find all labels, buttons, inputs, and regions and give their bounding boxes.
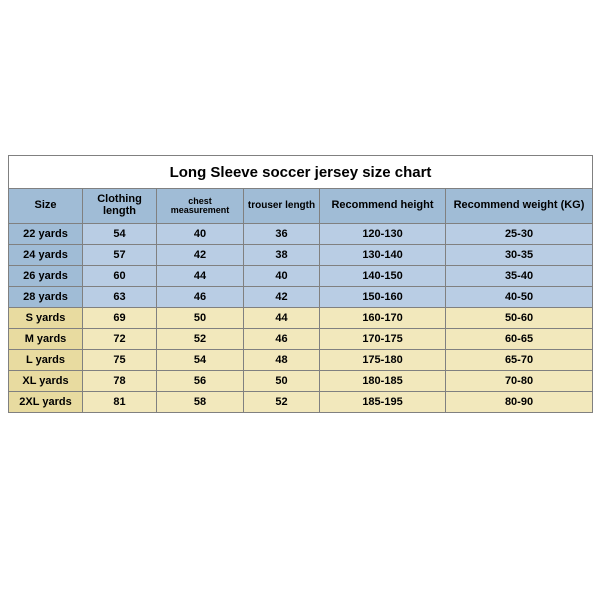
row-size-label: L yards <box>9 350 83 371</box>
row-value: 130-140 <box>320 245 446 266</box>
row-value: 185-195 <box>320 392 446 413</box>
row-value: 58 <box>157 392 244 413</box>
row-value: 44 <box>157 266 244 287</box>
row-value: 36 <box>244 224 320 245</box>
column-header: trouser length <box>244 189 320 224</box>
row-value: 52 <box>157 329 244 350</box>
row-size-label: 22 yards <box>9 224 83 245</box>
title-row: Long Sleeve soccer jersey size chart <box>9 156 593 189</box>
row-value: 63 <box>83 287 157 308</box>
row-size-label: 28 yards <box>9 287 83 308</box>
row-value: 50-60 <box>446 308 593 329</box>
table-row: 2XL yards815852185-19580-90 <box>9 392 593 413</box>
row-value: 30-35 <box>446 245 593 266</box>
row-value: 180-185 <box>320 371 446 392</box>
row-size-label: 2XL yards <box>9 392 83 413</box>
row-value: 46 <box>244 329 320 350</box>
row-value: 78 <box>83 371 157 392</box>
row-value: 81 <box>83 392 157 413</box>
table-row: L yards755448175-18065-70 <box>9 350 593 371</box>
column-header-label: chest measurement <box>157 196 243 217</box>
row-value: 75 <box>83 350 157 371</box>
row-value: 65-70 <box>446 350 593 371</box>
column-header: Recommend weight (KG) <box>446 189 593 224</box>
table-body: 22 yards544036120-13025-3024 yards574238… <box>9 224 593 413</box>
row-value: 42 <box>157 245 244 266</box>
table-row: XL yards785650180-18570-80 <box>9 371 593 392</box>
row-value: 80-90 <box>446 392 593 413</box>
row-value: 54 <box>157 350 244 371</box>
row-value: 160-170 <box>320 308 446 329</box>
row-size-label: M yards <box>9 329 83 350</box>
row-size-label: 24 yards <box>9 245 83 266</box>
row-value: 70-80 <box>446 371 593 392</box>
column-header: Recommend height <box>320 189 446 224</box>
table-row: 24 yards574238130-14030-35 <box>9 245 593 266</box>
row-value: 40 <box>244 266 320 287</box>
row-value: 54 <box>83 224 157 245</box>
size-chart-table: Long Sleeve soccer jersey size chart Siz… <box>8 155 593 413</box>
row-value: 40 <box>157 224 244 245</box>
table-row: 26 yards604440140-15035-40 <box>9 266 593 287</box>
row-value: 48 <box>244 350 320 371</box>
table-row: S yards695044160-17050-60 <box>9 308 593 329</box>
table-row: M yards725246170-17560-65 <box>9 329 593 350</box>
row-value: 170-175 <box>320 329 446 350</box>
column-header-label: Clothing length <box>83 193 156 218</box>
row-value: 46 <box>157 287 244 308</box>
row-value: 52 <box>244 392 320 413</box>
table-row: 28 yards634642150-16040-50 <box>9 287 593 308</box>
row-value: 175-180 <box>320 350 446 371</box>
column-header: Size <box>9 189 83 224</box>
column-header-label: Recommend weight (KG) <box>446 199 592 213</box>
row-size-label: XL yards <box>9 371 83 392</box>
row-value: 44 <box>244 308 320 329</box>
row-value: 60 <box>83 266 157 287</box>
row-value: 140-150 <box>320 266 446 287</box>
row-value: 60-65 <box>446 329 593 350</box>
row-value: 69 <box>83 308 157 329</box>
table-head: Long Sleeve soccer jersey size chart Siz… <box>9 156 593 224</box>
row-value: 50 <box>157 308 244 329</box>
column-header: Clothing length <box>83 189 157 224</box>
row-value: 38 <box>244 245 320 266</box>
column-header-label: Size <box>9 199 82 213</box>
row-value: 150-160 <box>320 287 446 308</box>
size-chart-container: Long Sleeve soccer jersey size chart Siz… <box>0 0 600 600</box>
row-value: 40-50 <box>446 287 593 308</box>
row-value: 72 <box>83 329 157 350</box>
column-header-label: Recommend height <box>320 199 445 213</box>
table-title: Long Sleeve soccer jersey size chart <box>9 156 593 189</box>
row-value: 42 <box>244 287 320 308</box>
row-value: 25-30 <box>446 224 593 245</box>
header-row: SizeClothing lengthchest measurementtrou… <box>9 189 593 224</box>
row-value: 35-40 <box>446 266 593 287</box>
row-value: 120-130 <box>320 224 446 245</box>
column-header: chest measurement <box>157 189 244 224</box>
row-size-label: 26 yards <box>9 266 83 287</box>
row-size-label: S yards <box>9 308 83 329</box>
row-value: 56 <box>157 371 244 392</box>
table-wrapper: Long Sleeve soccer jersey size chart Siz… <box>8 155 592 413</box>
row-value: 50 <box>244 371 320 392</box>
row-value: 57 <box>83 245 157 266</box>
table-row: 22 yards544036120-13025-30 <box>9 224 593 245</box>
column-header-label: trouser length <box>244 200 319 213</box>
